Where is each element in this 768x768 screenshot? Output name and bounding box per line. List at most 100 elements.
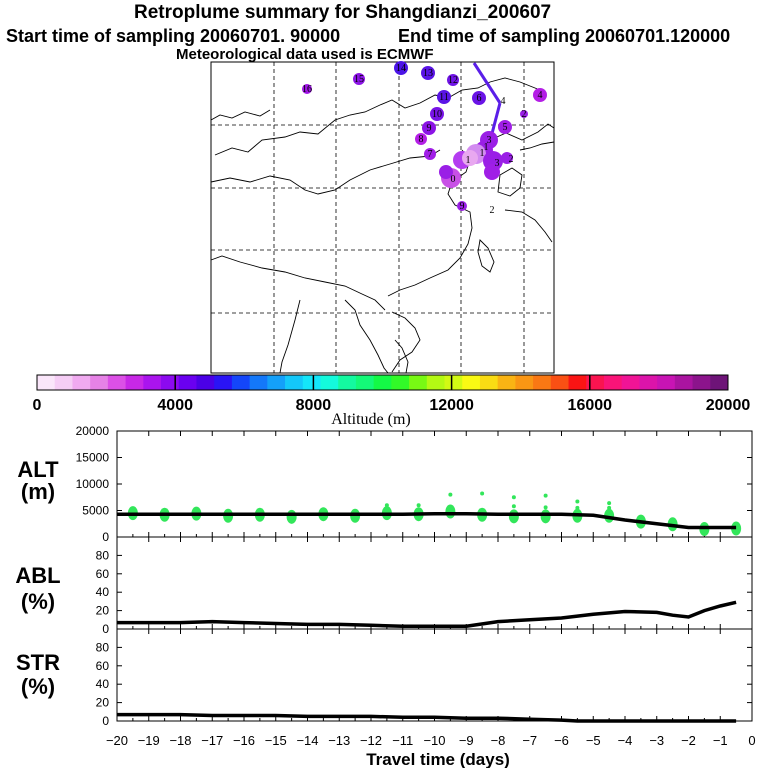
y-tick-label: 20: [96, 696, 110, 710]
colorbar-cell: [72, 375, 91, 390]
x-tick-label: −11: [392, 733, 413, 748]
map-label: 9: [460, 201, 465, 212]
x-tick-label: −14: [296, 733, 318, 748]
y-tick-label: 15000: [76, 451, 110, 465]
x-tick-label: −13: [328, 733, 350, 748]
map-label: 11: [439, 92, 449, 103]
plume-point: [415, 133, 427, 145]
series-line: [117, 712, 737, 723]
data-point: [575, 499, 580, 504]
y-tick-label: 0: [102, 622, 109, 636]
panel-abl: 0 20 40 60 80 ABL(%): [15, 536, 753, 636]
chart-title: Retroplume summary for Shangdianzi_20060…: [134, 2, 552, 23]
data-point: [416, 503, 421, 508]
data-point: [480, 491, 485, 496]
plume-points: [302, 61, 547, 211]
colorbar-cell: [603, 375, 623, 390]
x-tick-label: −3: [649, 733, 664, 748]
colorbar-cell: [639, 375, 658, 390]
colorbar-cell: [37, 375, 56, 390]
colorbar-cell: [568, 375, 587, 390]
plume-point: [447, 74, 459, 86]
colorbar-frame: [36, 374, 729, 391]
plume-point: [439, 165, 453, 179]
x-tick-label: −1: [713, 733, 728, 748]
x-tick-label: −10: [423, 733, 445, 748]
series-line: [117, 511, 737, 530]
met-data-label: Meteorological data used is ECMWF: [176, 46, 434, 63]
plume-point: [421, 66, 435, 80]
y-tick-label: 0: [102, 714, 109, 728]
start-time-label: Start time of sampling 20060701. 90000: [6, 26, 341, 46]
y-axis-unit: (%): [21, 674, 55, 699]
map-label: 13: [423, 68, 433, 79]
x-tick-label: −5: [586, 733, 601, 748]
map-label: 12: [448, 75, 458, 86]
data-point: [384, 503, 389, 508]
colorbar-cell: [479, 375, 499, 390]
x-tick-label: −12: [360, 733, 382, 748]
colorbar-xlabel: Altitude (m): [331, 411, 411, 428]
colorbar-tick-label: 12000: [429, 397, 474, 414]
colorbar-cell: [231, 375, 251, 390]
colorbar-cell: [515, 375, 534, 390]
map-coastlines: [210, 77, 555, 374]
data-point: [445, 504, 456, 519]
colorbar-cell: [444, 375, 463, 390]
map-label: 2: [522, 109, 527, 120]
panel-frame: [116, 628, 753, 722]
plume-point: [484, 164, 500, 180]
data-point: [575, 505, 580, 510]
colorbar-cell: [550, 375, 570, 390]
y-tick-label: 0: [102, 530, 109, 544]
y-tick-label: 40: [96, 677, 110, 691]
colorbar-cell: [161, 375, 180, 390]
colorbar-cell: [692, 375, 711, 390]
y-tick-label: 10000: [76, 477, 110, 491]
x-tick-label: −6: [554, 733, 569, 748]
data-point: [607, 501, 612, 506]
plume-point: [457, 201, 467, 211]
colorbar-cell: [267, 375, 286, 390]
y-axis-unit: (m): [21, 479, 55, 504]
data-point: [543, 505, 548, 510]
series-line: [117, 600, 737, 628]
colorbar-cell: [621, 375, 640, 390]
x-tick-label: −17: [201, 733, 223, 748]
map-label: 16: [302, 84, 312, 95]
map-label: 10: [432, 109, 442, 120]
colorbar-cell: [586, 375, 605, 390]
trajectory-path: [472, 62, 502, 104]
colorbar-cell: [462, 375, 481, 390]
map-label: 1: [484, 142, 489, 153]
colorbar-tick-label: 4000: [157, 397, 193, 414]
x-tick-label: −16: [233, 733, 255, 748]
y-axis-unit: (%): [21, 589, 55, 614]
colorbar-cell: [125, 375, 144, 390]
end-time-label: End time of sampling 20060701.120000: [398, 26, 731, 46]
map-label: 8: [419, 134, 424, 145]
colorbar-cell: [338, 375, 357, 390]
data-point: [540, 509, 551, 524]
data-point: [511, 504, 516, 509]
y-tick-label: 60: [96, 567, 110, 581]
colorbar-tick-label: 16000: [568, 397, 613, 414]
panel-frame: [116, 430, 753, 538]
colorbar-cell: [391, 375, 410, 390]
colorbar-cell: [90, 375, 109, 390]
map-label: 3: [495, 158, 500, 169]
y-axis-label: ALT: [17, 457, 59, 482]
y-tick-label: 60: [96, 659, 110, 673]
y-tick-label: 40: [96, 585, 110, 599]
colorbar-cell: [674, 375, 694, 390]
map-label: 1: [480, 148, 485, 159]
map-label: 9: [427, 123, 432, 134]
y-axis-label: ABL: [15, 563, 60, 588]
map-label: 15: [354, 74, 364, 85]
x-tick-label: −19: [138, 733, 160, 748]
colorbar-cell: [320, 375, 339, 390]
x-tick-label: 0: [748, 733, 755, 748]
x-tick-label: −18: [169, 733, 191, 748]
